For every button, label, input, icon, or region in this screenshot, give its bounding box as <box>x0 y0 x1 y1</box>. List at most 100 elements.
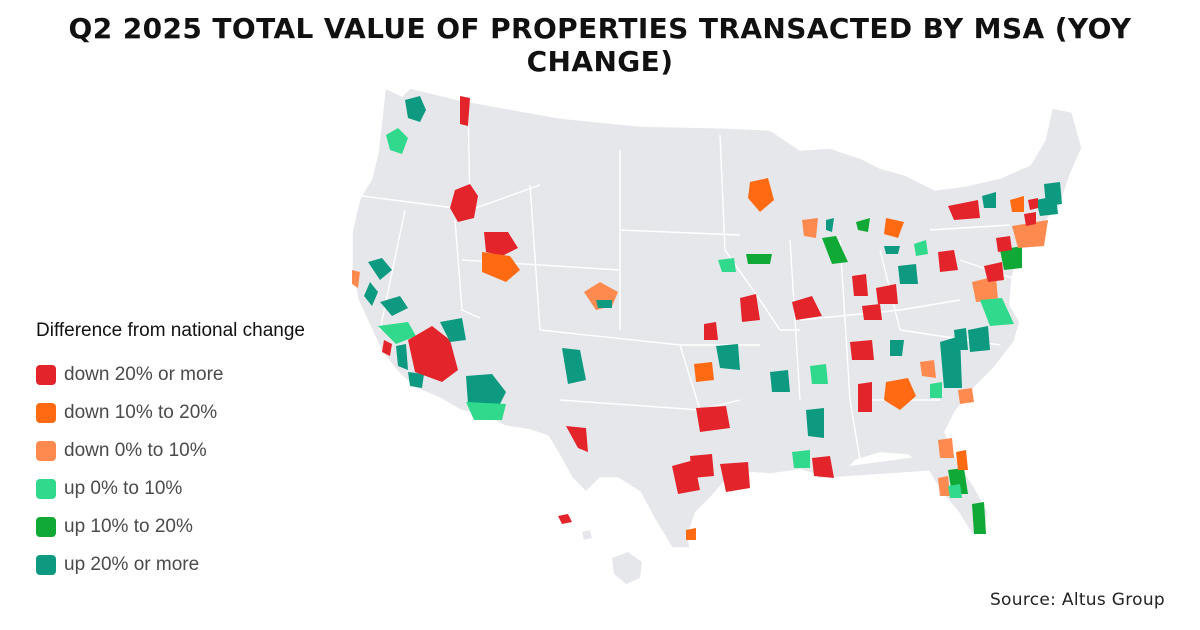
us-land <box>351 86 1083 549</box>
msa-san-diego <box>408 372 424 388</box>
msa-boston <box>1044 182 1062 206</box>
msa-bakersfield <box>378 322 416 344</box>
msa-miami <box>972 502 986 534</box>
hawaii-island <box>612 552 642 584</box>
msa-tucson <box>466 402 506 420</box>
legend-swatch <box>36 555 56 575</box>
page-title: Q2 2025 TOTAL VALUE OF PROPERTIES TRANSA… <box>68 12 1132 78</box>
msa-provo <box>482 252 520 282</box>
legend-item: down 0% to 10% <box>36 432 305 470</box>
legend-label: up 10% to 20% <box>64 516 193 537</box>
msa-colorado-springs <box>596 300 612 308</box>
msa-charleston <box>958 388 974 404</box>
msa-baltimore <box>984 262 1004 282</box>
msa-jacksonville <box>938 438 954 458</box>
msa-phoenix <box>466 374 506 404</box>
msa-sacramento <box>368 258 392 280</box>
msa-lakeland <box>948 484 962 498</box>
legend-swatch <box>36 517 56 537</box>
legend: Difference from national change down 20%… <box>36 320 305 584</box>
legend-label: down 10% to 20% <box>64 402 218 423</box>
legend-item: up 10% to 20% <box>36 508 305 546</box>
msa-tulsa <box>716 344 740 370</box>
msa-syracuse <box>1010 196 1024 212</box>
msa-cleveland <box>914 240 928 256</box>
source-credit: Source: Altus Group <box>989 590 1165 610</box>
legend-label: up 0% to 10% <box>64 478 183 499</box>
msa-tampa <box>938 476 950 496</box>
msa-atlanta <box>884 378 916 410</box>
legend-item: down 20% or more <box>36 356 305 394</box>
legend-swatch <box>36 479 56 499</box>
msa-baton-rouge <box>792 450 810 468</box>
legend-item: down 10% to 20% <box>36 394 305 432</box>
legend-label: up 20% or more <box>64 554 200 575</box>
msa-portland <box>386 128 408 154</box>
msa-nyc <box>1012 220 1048 248</box>
legend-title: Difference from national change <box>36 320 305 341</box>
msa-dallas <box>696 406 730 432</box>
msa-la <box>382 340 392 356</box>
msa-richmond <box>980 298 1014 326</box>
msa-providence <box>1028 198 1038 210</box>
msa-new-orleans <box>812 456 834 478</box>
msa-spokane <box>460 96 470 126</box>
msa-milwaukee <box>802 218 818 238</box>
msa-hawaii-honolulu <box>558 514 572 524</box>
msa-toledo <box>884 246 900 254</box>
msa-nashville <box>850 340 874 360</box>
msa-omaha <box>718 258 736 272</box>
msa-st-george <box>440 318 466 342</box>
msa-okc <box>694 362 714 382</box>
msa-riverside <box>396 344 408 370</box>
msa-little-rock <box>770 370 790 392</box>
legend-swatch <box>36 441 56 461</box>
legend-label: down 20% or more <box>64 364 224 385</box>
msa-harrisburg <box>996 236 1012 252</box>
legend-label: down 0% to 10% <box>64 440 207 461</box>
msa-des-moines <box>746 254 772 264</box>
msa-san-antonio <box>690 454 714 478</box>
msa-virginia-beach <box>968 326 990 352</box>
msa-albany <box>1024 212 1036 226</box>
msa-daytona <box>956 450 968 470</box>
msa-memphis <box>810 364 828 384</box>
msa-st-louis <box>792 296 822 320</box>
legend-swatch <box>36 365 56 385</box>
msa-salt-lake <box>484 232 518 256</box>
msa-wichita <box>704 322 718 340</box>
msa-detroit <box>884 218 904 238</box>
msa-greenville <box>930 382 942 398</box>
msa-louisville <box>862 304 882 320</box>
msa-chicago <box>822 236 848 264</box>
msa-corpus-christi <box>686 528 696 540</box>
msa-el-paso <box>566 426 588 452</box>
msa-madison <box>826 218 834 232</box>
msa-bay-area <box>352 270 360 288</box>
msa-boise <box>450 184 478 222</box>
msa-albuquerque <box>562 348 586 384</box>
msa-buffalo <box>948 200 980 220</box>
msa-durham <box>954 328 968 350</box>
msa-philadelphia <box>1000 246 1022 270</box>
msa-kansas-city <box>740 294 760 322</box>
msa-grand-rapids <box>856 218 870 232</box>
msa-columbus <box>898 264 918 284</box>
legend-swatch <box>36 403 56 423</box>
msa-las-vegas <box>408 326 458 382</box>
msa-jackson <box>806 408 824 438</box>
msa-rochester <box>982 192 996 208</box>
msa-cincinnati <box>876 284 898 304</box>
msa-charlotte <box>920 360 936 378</box>
msa-reno <box>364 282 378 306</box>
msa-regions <box>352 96 1062 540</box>
msa-birmingham <box>858 382 872 412</box>
msa-minneapolis <box>748 178 774 212</box>
msa-seattle <box>405 96 426 122</box>
msa-pittsburgh <box>938 250 958 272</box>
msa-fresno <box>380 296 408 316</box>
legend-item: up 20% or more <box>36 546 305 584</box>
msa-dc <box>972 276 998 302</box>
hawaii-small-island <box>582 530 592 540</box>
